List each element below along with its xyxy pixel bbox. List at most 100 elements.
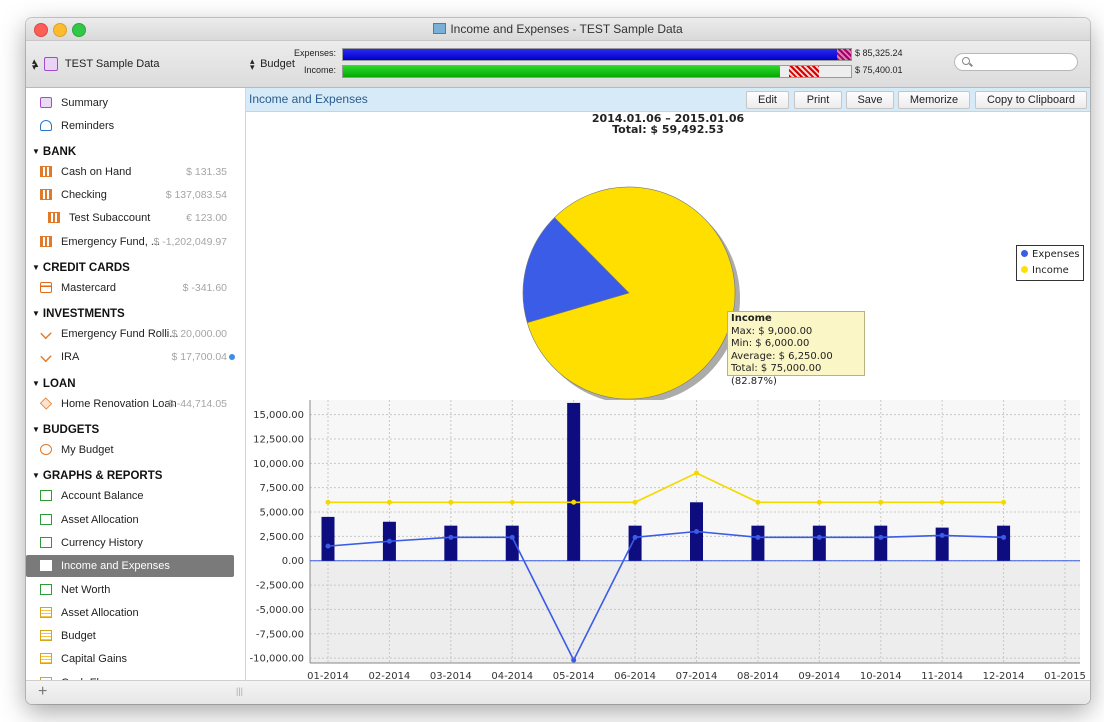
sidebar-section-header[interactable]: ▼ INVESTMENTS — [32, 305, 125, 323]
sidebar-item[interactable]: Capital Gains — [26, 648, 245, 670]
sidebar-section-header[interactable]: ▼ CREDIT CARDS — [32, 259, 130, 277]
sidebar-item[interactable]: Emergency Fund Rolli... $ 20,000.00 — [26, 323, 245, 345]
net-line-point[interactable] — [325, 543, 331, 549]
report-title: Income and Expenses — [249, 92, 368, 106]
net-line-point[interactable] — [509, 534, 515, 540]
bar-06-2014[interactable] — [628, 525, 642, 561]
bar-08-2014[interactable] — [751, 525, 765, 561]
file-selector-button[interactable]: ▴ ▾ TEST Sample Data — [32, 54, 159, 74]
sidebar-item[interactable]: Mastercard $ -341.60 — [26, 277, 245, 299]
minimize-window-button[interactable] — [53, 23, 67, 37]
close-window-button[interactable] — [34, 23, 48, 37]
sidebar-item[interactable]: IRA $ 17,700.04 — [26, 346, 245, 368]
disclosure-triangle-icon[interactable]: ▼ — [32, 262, 40, 272]
sidebar-item[interactable]: Summary — [26, 92, 245, 114]
sidebar-item[interactable]: Test Subaccount € 123.00 — [26, 207, 245, 229]
loan-icon — [39, 397, 53, 410]
net-line-point[interactable] — [571, 657, 577, 663]
sidebar-item[interactable]: Home Renovation Loan $ -44,714.05 — [26, 393, 245, 415]
copy-to-clipboard-button[interactable]: Copy to Clipboard — [975, 91, 1087, 109]
bar-12-2014[interactable] — [997, 525, 1011, 561]
net-line-point[interactable] — [632, 534, 638, 540]
income-line-point[interactable] — [386, 499, 392, 505]
income-line-point[interactable] — [448, 499, 454, 505]
y-tick-label: -5,000.00 — [256, 605, 304, 616]
bar-10-2014[interactable] — [874, 525, 888, 561]
search-field[interactable] — [954, 53, 1078, 71]
expenses-amount: $ 85,325.24 — [855, 48, 903, 58]
income-line-point[interactable] — [878, 499, 884, 505]
income-line-point[interactable] — [694, 470, 699, 476]
disclosure-triangle-icon[interactable]: ▼ — [32, 146, 40, 156]
sidebar-item-value: $ 20,000.00 — [171, 328, 227, 341]
search-input[interactable] — [975, 55, 1075, 70]
edit-button[interactable]: Edit — [746, 91, 789, 109]
sidebar-item[interactable]: Cash Flow — [26, 672, 245, 680]
net-line-point[interactable] — [939, 532, 945, 538]
net-line-point[interactable] — [694, 529, 699, 534]
sidebar-item[interactable]: Asset Allocation — [26, 509, 245, 531]
file-selector[interactable]: ▲ — [32, 55, 40, 73]
net-line-point[interactable] — [386, 538, 392, 544]
net-line-point[interactable] — [448, 534, 454, 540]
pie-tooltip: Income Max: $ 9,000.00 Min: $ 6,000.00 A… — [727, 311, 865, 387]
zoom-window-button[interactable] — [72, 23, 86, 37]
pie-slice-expenses[interactable] — [522, 217, 630, 324]
bank-icon — [48, 212, 60, 224]
resize-handle-icon[interactable]: ||| — [236, 686, 244, 696]
sidebar-item-value: $ -1,202,049.97 — [153, 235, 227, 248]
y-tick-label: 0.00 — [282, 556, 304, 567]
disclosure-triangle-icon[interactable]: ▼ — [32, 425, 40, 434]
updown-arrows-icon: ▴ ▾ — [32, 56, 37, 73]
bar-09-2014[interactable] — [812, 525, 826, 561]
bar-04-2014[interactable] — [505, 525, 519, 561]
net-line-point[interactable] — [878, 534, 884, 540]
net-line-point[interactable] — [816, 534, 822, 540]
expenses-bar-fill — [343, 49, 841, 60]
disclosure-triangle-icon[interactable]: ▼ — [32, 309, 40, 319]
income-line-point[interactable] — [816, 499, 822, 505]
net-line-point[interactable] — [1001, 534, 1007, 540]
income-line-point[interactable] — [939, 499, 945, 505]
sidebar-item[interactable]: Budget — [26, 625, 245, 647]
updown-arrows-icon: ▲ — [32, 60, 40, 69]
sidebar-item[interactable]: Checking $ 137,083.54 — [26, 184, 245, 206]
print-button[interactable]: Print — [794, 91, 842, 109]
income-line-point[interactable] — [755, 499, 761, 505]
income-line-point[interactable] — [325, 499, 331, 505]
database-icon — [44, 57, 59, 72]
sidebar-section-header[interactable]: ▼ GRAPHS & REPORTS — [32, 467, 162, 485]
investment-icon — [40, 351, 52, 363]
status-dot-icon — [229, 354, 235, 361]
bar-11-2014[interactable] — [935, 527, 949, 561]
sidebar-item[interactable]: Currency History — [26, 532, 245, 554]
sidebar-item[interactable]: Account Balance — [26, 485, 245, 507]
sidebar-section-header[interactable]: ▼ BANK — [32, 143, 76, 161]
bar-05-2014[interactable] — [567, 402, 581, 561]
income-line-point[interactable] — [571, 499, 577, 505]
negative-region — [310, 560, 1080, 663]
sidebar-item[interactable]: Reminders — [26, 115, 245, 137]
disclosure-triangle-icon[interactable]: ▼ — [32, 378, 40, 388]
sidebar-section-header[interactable]: ▼ LOAN — [32, 375, 76, 393]
sidebar-item[interactable]: Emergency Fund, ... $ -1,202,049.97 — [26, 231, 245, 253]
memorize-button[interactable]: Memorize — [898, 91, 970, 109]
sidebar-item[interactable]: Cash on Hand $ 131.35 — [26, 161, 245, 183]
sidebar-item[interactable]: Net Worth — [26, 579, 245, 601]
sidebar-item[interactable]: Asset Allocation — [26, 602, 245, 624]
x-tick-label: 09-2014 — [798, 671, 840, 680]
bar-01-2014[interactable] — [321, 516, 335, 561]
bar-03-2014[interactable] — [444, 525, 458, 561]
budget-selector[interactable]: ▴ ▾ Budget — [250, 54, 295, 74]
net-line-point[interactable] — [755, 534, 761, 540]
save-button[interactable]: Save — [846, 91, 894, 109]
disclosure-triangle-icon[interactable]: ▼ — [32, 471, 40, 481]
sidebar-item[interactable]: My Budget — [26, 439, 245, 461]
add-icon[interactable]: + — [38, 683, 48, 700]
sidebar-section-header[interactable]: ▼ BUDGETS — [32, 421, 99, 439]
sidebar-item-selected[interactable]: Income and Expenses — [26, 555, 234, 578]
income-line-point[interactable] — [509, 499, 515, 505]
income-line-point[interactable] — [632, 499, 638, 505]
income-line-point[interactable] — [1001, 499, 1007, 505]
report-total: Total: $ 59,492.53 — [612, 123, 724, 136]
